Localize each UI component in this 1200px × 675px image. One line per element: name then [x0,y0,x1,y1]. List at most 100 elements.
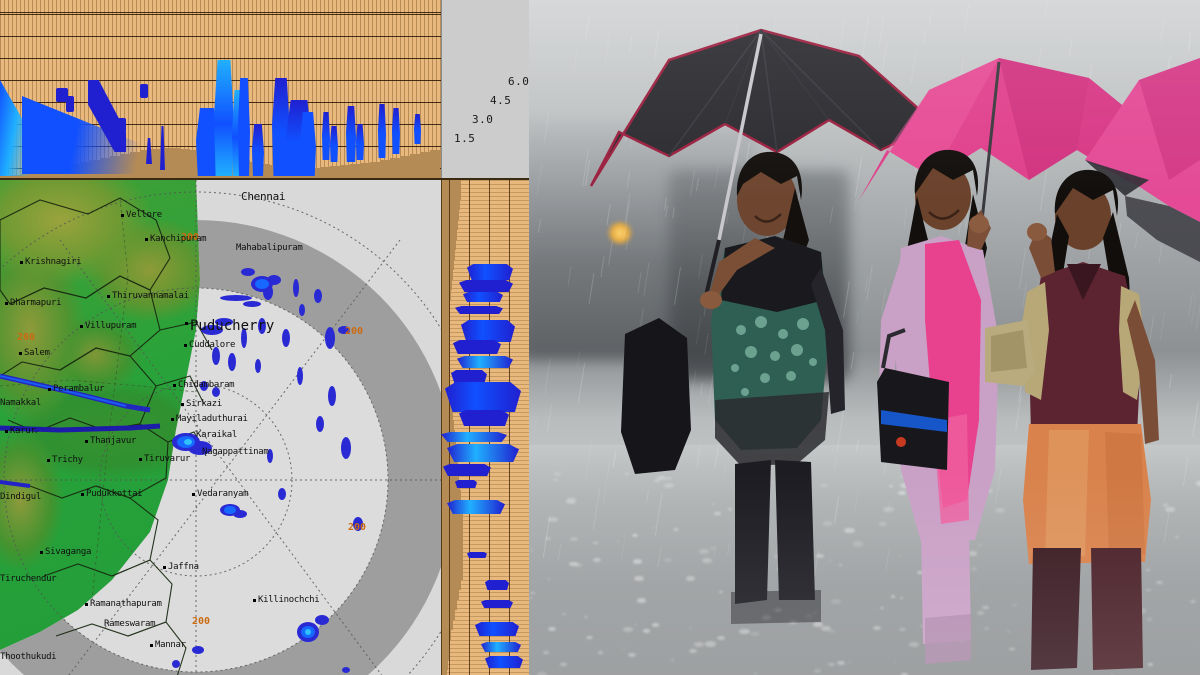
city-marker-dot [85,440,88,443]
news-photo-rain-scene [529,0,1200,675]
city-label: Mayiladuthurai [176,414,248,424]
range-ring-label-west: 200 [17,332,35,343]
city-label: Ramanathapuram [90,599,162,609]
legend-value-2: 3.0 [472,113,493,126]
city-marker-dot [173,384,176,387]
echo-cell [481,642,521,652]
screenshot-root: 1.5 3.0 4.5 6.0 [0,0,1200,675]
city-label: Sirkazi [186,399,222,409]
terrain-step [330,166,340,178]
city-label: Jaffna [168,562,199,572]
city-marker-dot [253,599,256,602]
city-label: Nagappattinam [202,447,269,457]
city-label: Sivaganga [45,547,91,557]
city-marker-dot [40,551,43,554]
terrain-step [340,165,350,178]
city-label: Krishnagiri [25,257,81,267]
height-scale-legend: 1.5 3.0 4.5 6.0 [441,0,529,178]
echo-cell [445,382,521,412]
echo-cell [467,264,513,280]
echo-cell [455,480,477,488]
terrain-step [410,154,420,178]
terrain-step [380,160,390,178]
echo-cell [322,112,330,160]
echo-cell [453,340,501,354]
city-marker-dot [121,214,124,217]
terrain-step [170,148,180,178]
shoulder-bag-beige [985,320,1035,386]
city-marker-dot [19,352,22,355]
terrain-step [180,149,190,178]
terrain-step [370,162,380,178]
echo-cell [330,126,338,162]
city-marker-dot [145,238,148,241]
girl-right [1021,170,1159,670]
city-marker-dot [192,493,195,496]
echo-cell [455,306,503,314]
city-label: Namakkal [0,398,41,408]
echo-cell [346,106,356,162]
city-label: Karaikal [196,430,237,440]
terrain-step [420,152,430,178]
city-label: Tiruchendur [0,574,56,584]
echo-cell [461,320,515,342]
echo-cell [378,104,386,158]
echo-cell [481,600,513,608]
echo-cell [118,118,126,132]
city-marker-dot [171,418,174,421]
echo-cell [467,552,487,558]
echo-cell [443,464,491,476]
echo-cell [214,60,234,176]
city-label: Pudukkottai [86,489,142,499]
city-marker-dot [5,302,8,305]
city-label: Tiruvarur [144,454,190,464]
city-marker-dot [181,403,184,406]
range-ring-label-east: 200 [345,326,363,337]
city-label: Perambalur [53,384,104,394]
city-marker-dot [20,261,23,264]
echo-cell [238,78,250,176]
echo-cell [392,108,400,154]
echo-cell [463,292,503,302]
city-marker-dot [85,603,88,606]
city-label: Mahabalipuram [236,243,303,253]
echo-cell [485,580,509,590]
photo-subjects [529,0,1200,675]
radar-map: 200 200 200 200 200 Chennai Vellore Kanchi… [0,178,441,675]
echo-cell [459,410,509,426]
radar-composite-panel: 1.5 3.0 4.5 6.0 [0,0,529,675]
city-label: Vedaranyam [197,489,248,499]
city-label: Chidambaram [178,380,234,390]
city-marker-dot [48,388,51,391]
cross-section-north-south [441,178,529,675]
city-label: Villupuram [85,321,136,331]
echo-cell [356,124,364,160]
city-label: Cuddalore [189,340,235,350]
city-label: Killinochchi [258,595,319,605]
city-label: Karur [10,426,36,436]
city-label: Thoothukudi [0,652,56,662]
city-label: Puducherry [190,318,274,334]
city-marker-dot [47,459,50,462]
echo-cell [66,96,74,112]
offshore-radar-echo-cells [0,180,441,675]
echo-cell [457,356,513,368]
echo-cell [300,112,316,176]
terrain-step [400,156,410,178]
terrain-step [320,167,330,178]
echo-cell [451,370,487,384]
echo-cell [140,84,148,98]
city-marker-dot [185,322,188,325]
legend-value-4: 6.0 [508,75,529,88]
city-label: Salem [24,348,50,358]
city-label: Dindigul [0,492,41,502]
city-marker-dot [5,430,8,433]
city-marker-dot [163,566,166,569]
city-marker-dot [107,295,110,298]
legend-value-1: 1.5 [454,132,475,145]
terrain-step [390,158,400,178]
echo-cell [447,444,519,462]
terrain-step [350,164,360,178]
city-label: Rameswaram [104,619,155,629]
echo-cell [485,656,523,668]
